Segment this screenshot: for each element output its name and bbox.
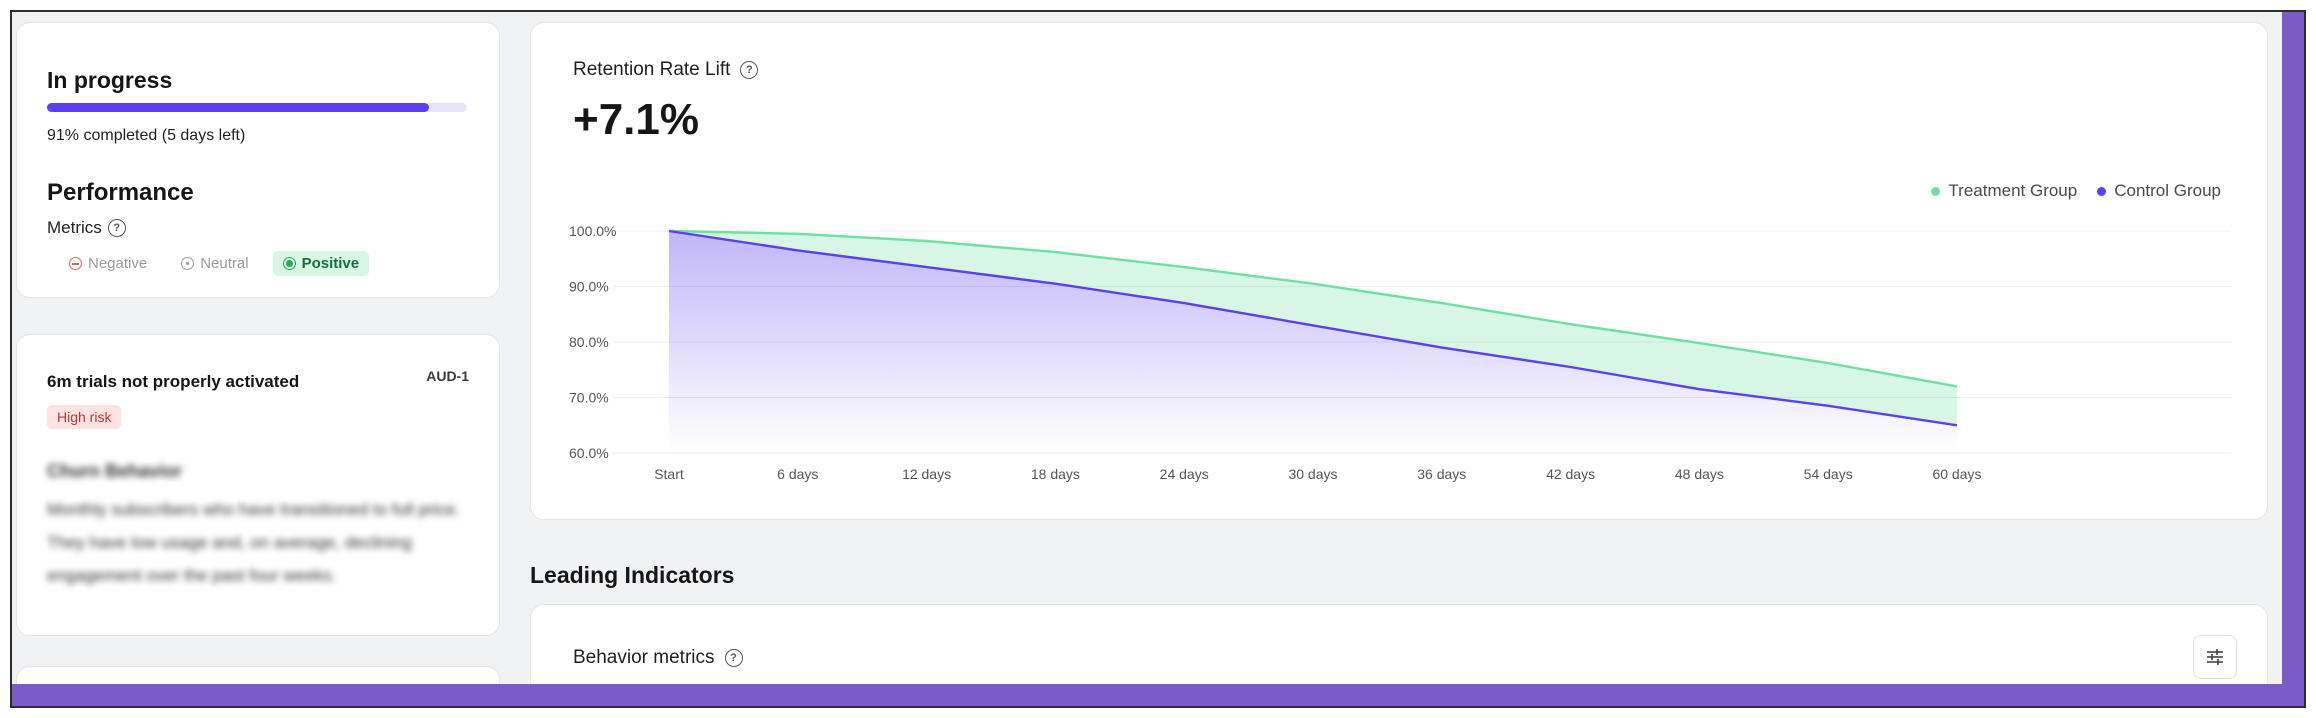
- chart-legend: Treatment Group Control Group: [1931, 181, 2221, 201]
- filled-circle-icon: [282, 257, 296, 270]
- legend-swatch-treatment: [1931, 186, 1941, 196]
- window-border-bottom: [12, 684, 2304, 706]
- control-area: [669, 231, 1957, 453]
- retention-chart: 100.0% 90.0% 80.0% 70.0% 60.0% Start 6 days 12…: [569, 223, 2231, 482]
- x-tick-label: 54 days: [1804, 466, 1853, 482]
- risk-badge: High risk: [47, 405, 122, 429]
- x-tick-label: 42 days: [1546, 466, 1595, 482]
- metrics-legend: Negative Neutral Positive: [59, 251, 370, 276]
- control-line: [668, 229, 1958, 427]
- x-tick-label: 30 days: [1288, 466, 1337, 482]
- legend-swatch-control: [2097, 186, 2107, 196]
- sliders-icon: [2207, 649, 2223, 665]
- behavior-title-row: Behavior metrics ?: [573, 647, 743, 669]
- lift-value: +7.1%: [573, 95, 699, 144]
- chart-title: Retention Rate Lift: [573, 59, 731, 80]
- x-tick-label: 18 days: [1031, 466, 1080, 482]
- progress-card: In progress 91% completed (5 days left) …: [16, 22, 500, 298]
- metrics-label-row: Metrics ?: [47, 218, 126, 238]
- retention-chart-card: 100.0% 90.0% 80.0% 70.0% 60.0% Start 6 days 12…: [530, 22, 2268, 520]
- legend-control[interactable]: Control Group: [2097, 181, 2221, 201]
- progress-title: In progress: [47, 67, 173, 93]
- metrics-label: Metrics: [47, 218, 102, 237]
- progress-bar: [47, 103, 467, 112]
- risk-code: AUD-1: [426, 368, 469, 384]
- risk-card[interactable]: 6m trials not properly activated AUD-1 H…: [16, 334, 500, 636]
- x-tick-label: 60 days: [1932, 466, 1981, 482]
- filter-button[interactable]: [2193, 635, 2237, 679]
- treatment-area: [669, 231, 1957, 426]
- minus-circle-icon: [69, 257, 82, 270]
- x-tick-label: 36 days: [1417, 466, 1466, 482]
- y-tick-label: 60.0%: [569, 445, 609, 461]
- risk-title: 6m trials not properly activated: [47, 372, 300, 391]
- help-icon[interactable]: ?: [740, 61, 759, 79]
- chart-title-row: Retention Rate Lift ?: [573, 59, 759, 81]
- x-tick-label: 6 days: [777, 466, 818, 482]
- x-tick-label: 48 days: [1675, 466, 1724, 482]
- legend-treatment[interactable]: Treatment Group: [1931, 181, 2077, 201]
- y-tick-label: 100.0%: [569, 223, 616, 239]
- section-title-leading-indicators: Leading Indicators: [530, 562, 735, 588]
- legend-neutral: Neutral: [171, 251, 258, 276]
- x-tick-label: Start: [654, 466, 684, 482]
- legend-positive: Positive: [272, 251, 370, 276]
- dot-circle-icon: [181, 257, 195, 270]
- help-icon[interactable]: ?: [107, 219, 126, 237]
- treatment-line: [668, 229, 1958, 388]
- help-icon[interactable]: ?: [724, 649, 743, 667]
- behavior-title: Behavior metrics: [573, 647, 715, 668]
- y-tick-label: 80.0%: [569, 334, 609, 350]
- x-tick-label: 24 days: [1160, 466, 1209, 482]
- progress-bar-fill: [47, 103, 430, 112]
- progress-status: 91% completed (5 days left): [47, 127, 246, 144]
- window-border-right: [2282, 12, 2304, 706]
- y-tick-label: 90.0%: [569, 279, 609, 295]
- blurred-description: Monthly subscribers who have transitione…: [47, 500, 460, 585]
- performance-title: Performance: [47, 179, 194, 206]
- app-frame: In progress 91% completed (5 days left) …: [10, 10, 2306, 708]
- y-tick-label: 70.0%: [569, 390, 609, 406]
- legend-negative: Negative: [59, 251, 157, 276]
- x-tick-label: 12 days: [902, 466, 951, 482]
- blurred-title: Churn Behavior: [47, 461, 183, 481]
